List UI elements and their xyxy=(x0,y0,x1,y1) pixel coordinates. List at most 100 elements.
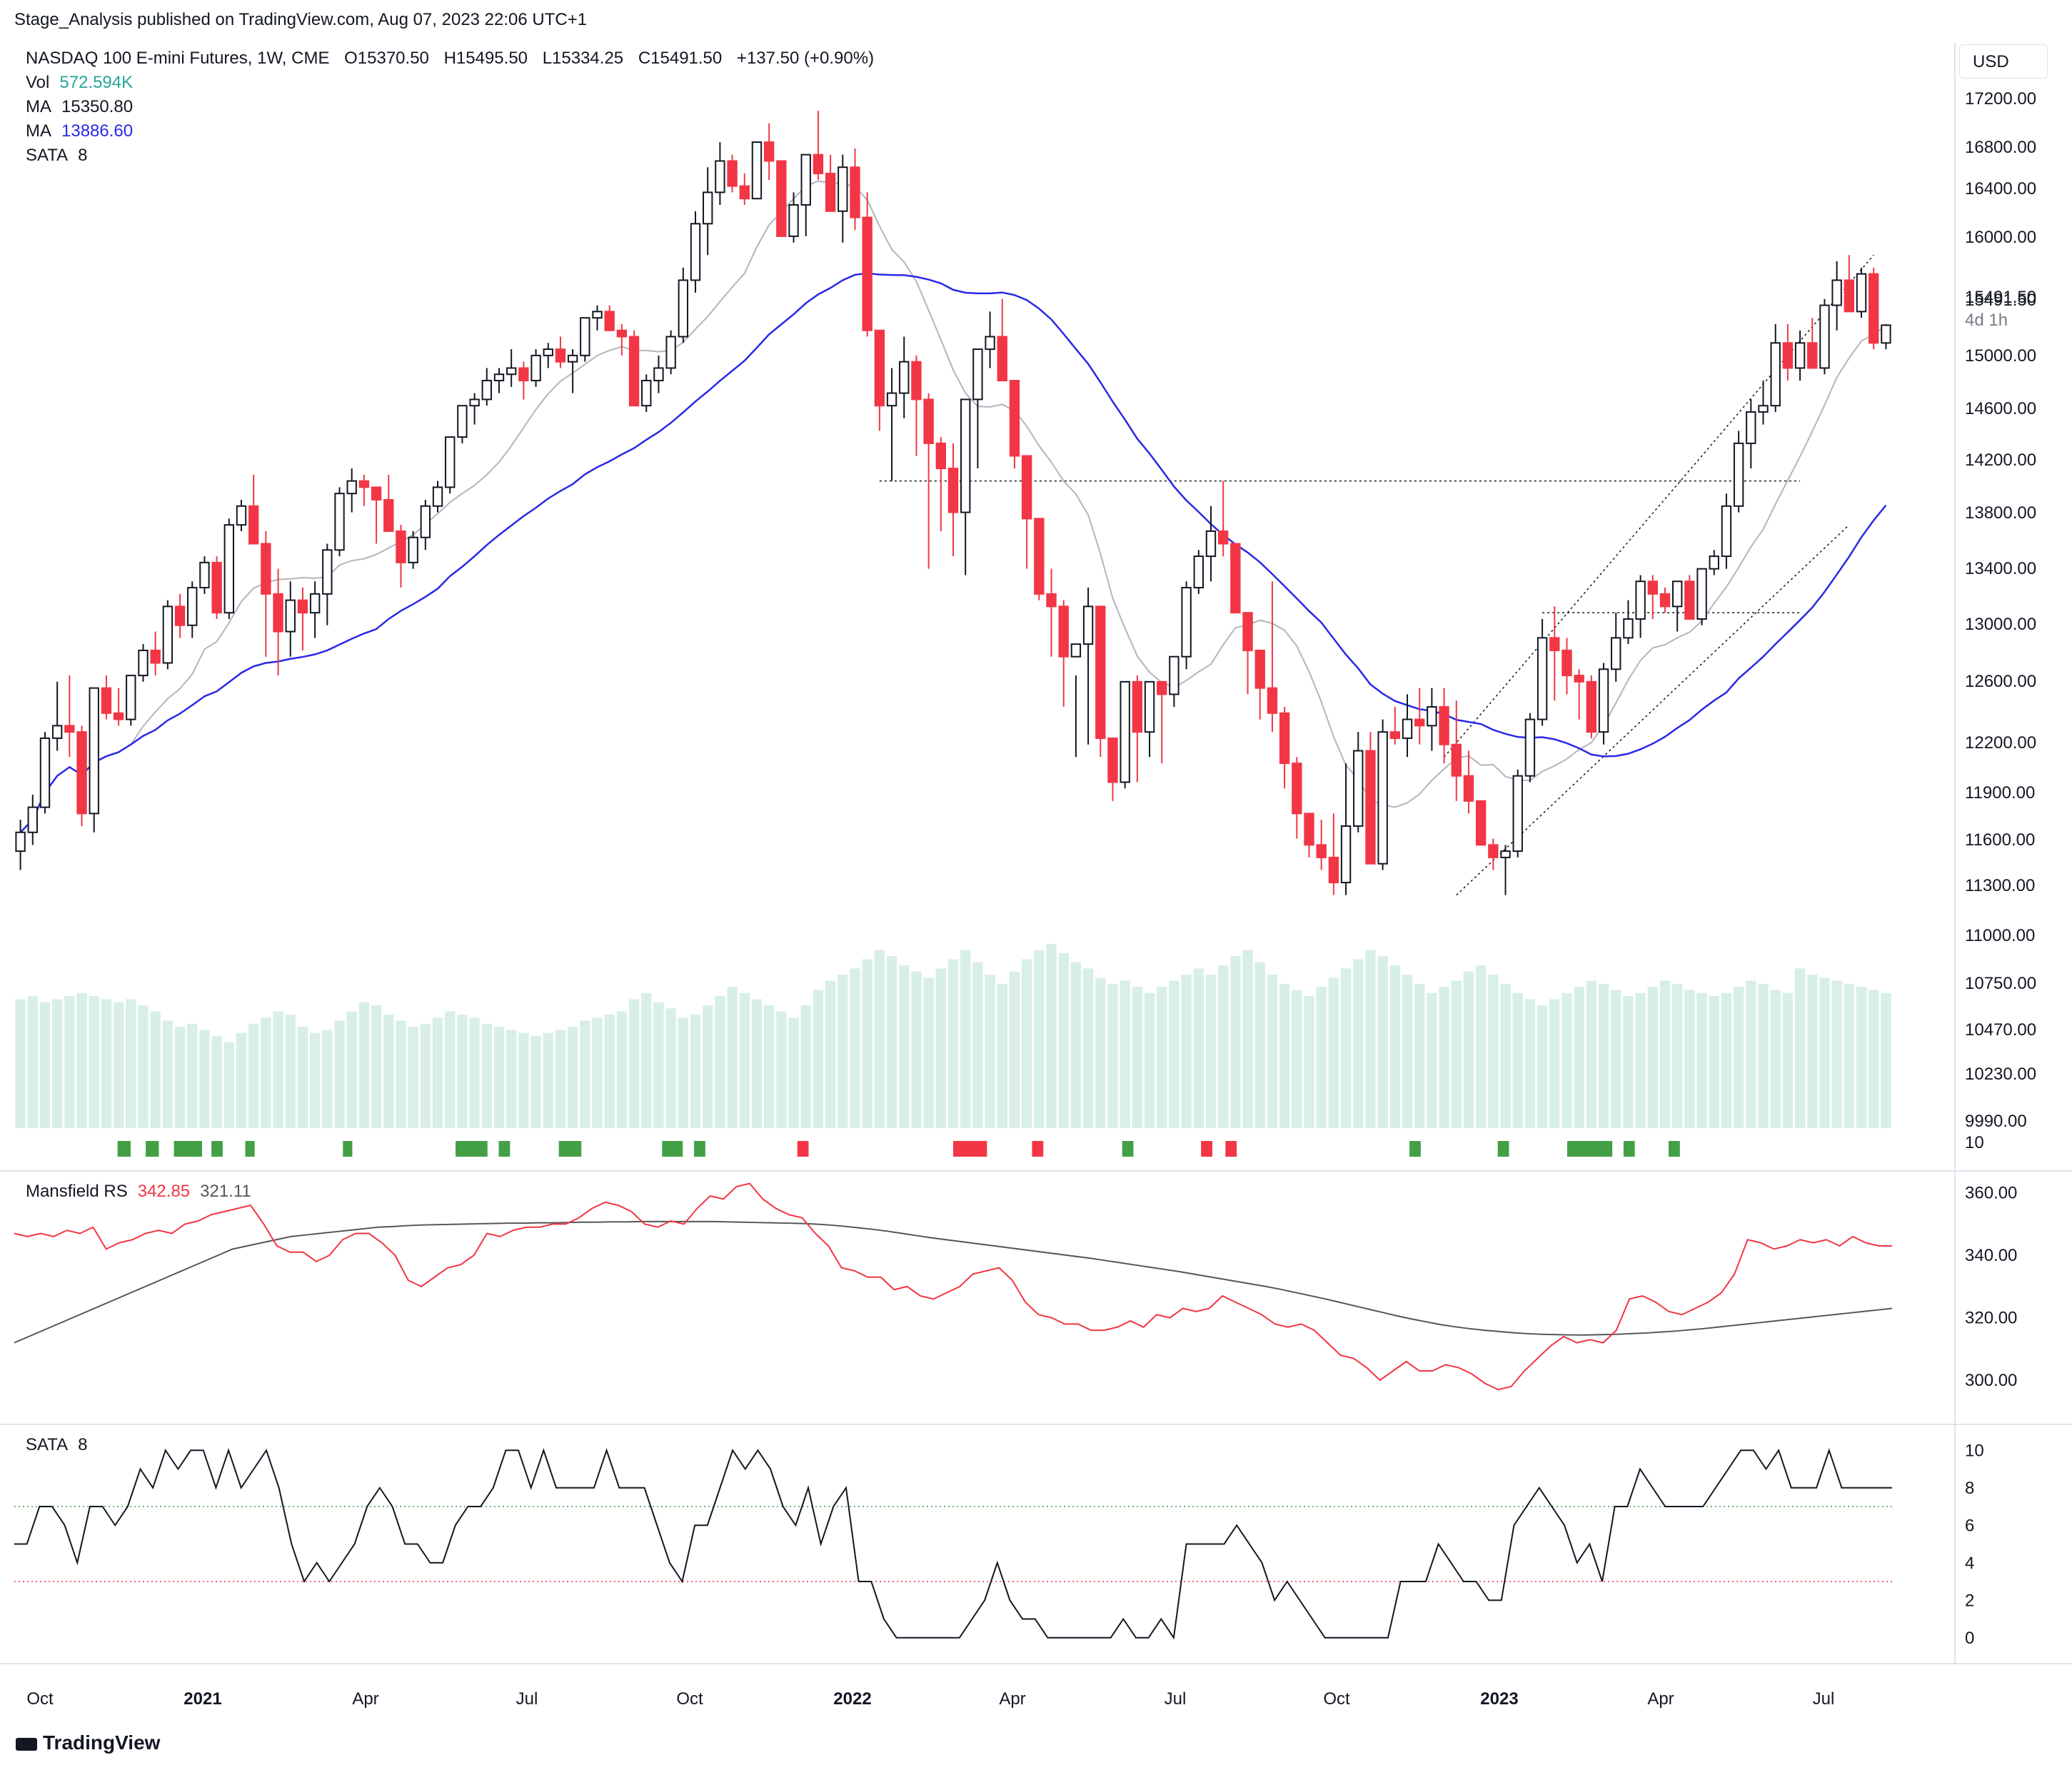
candle-body xyxy=(1733,442,1744,507)
legend-sata[interactable]: SATA 8 xyxy=(26,146,97,166)
candle-body xyxy=(15,831,26,853)
candle xyxy=(506,349,517,387)
candle xyxy=(1819,298,1830,375)
currency-button[interactable]: USD xyxy=(1959,44,2048,79)
candle-body xyxy=(211,561,222,614)
candle xyxy=(1782,323,1794,381)
price-tick-label: 12200.00 xyxy=(1965,733,2036,753)
time-tick-label: Jul xyxy=(1165,1689,1187,1709)
candle xyxy=(580,317,590,362)
volume-bar xyxy=(261,1017,271,1128)
legend-ma-slow-value: 13886.60 xyxy=(61,121,134,141)
candle xyxy=(776,160,787,237)
candle-body xyxy=(223,524,235,614)
candle-body xyxy=(825,173,836,212)
candle xyxy=(15,820,26,870)
candle xyxy=(1598,663,1609,745)
volume-bar xyxy=(665,1008,676,1128)
candle xyxy=(1132,675,1143,783)
volume-bar xyxy=(383,1014,394,1128)
volume-bar xyxy=(457,1014,468,1128)
candle-body xyxy=(776,160,787,237)
time-tick-label: Oct xyxy=(676,1689,703,1709)
candle xyxy=(1157,680,1167,764)
volume-bar xyxy=(506,1030,517,1128)
candle-body xyxy=(1586,680,1597,733)
candle-body xyxy=(997,336,1007,382)
candle-body xyxy=(923,398,934,444)
candle-body xyxy=(420,505,431,538)
brand-label: TradingView xyxy=(43,1731,161,1754)
legend-volume[interactable]: Vol 572.594K xyxy=(26,73,143,93)
sata-legend-label: SATA xyxy=(26,1435,69,1454)
time-tick-label: Oct xyxy=(1323,1689,1350,1709)
volume-bar xyxy=(1709,996,1719,1128)
sata-legend[interactable]: SATA 8 xyxy=(26,1435,97,1455)
candle-body xyxy=(76,731,87,815)
candle-body xyxy=(1659,593,1671,608)
legend-ma-fast[interactable]: MA 15350.80 xyxy=(26,97,143,117)
legend-volume-label: Vol xyxy=(26,73,50,92)
candle xyxy=(1647,575,1658,619)
candle-body xyxy=(1365,750,1376,865)
volume-bar xyxy=(763,1005,775,1128)
candle xyxy=(457,405,468,443)
candle-body xyxy=(174,605,186,626)
volume-bar xyxy=(1377,956,1388,1128)
candle xyxy=(1574,669,1584,720)
volume-bar xyxy=(126,999,136,1128)
volume-bar xyxy=(874,950,885,1128)
candle xyxy=(1205,506,1217,582)
candle-body xyxy=(1439,706,1449,745)
candle-body xyxy=(1254,649,1265,689)
time-tick-label: Apr xyxy=(352,1689,378,1709)
volume-bar xyxy=(1881,992,1891,1128)
price-tick-label: 17200.00 xyxy=(1965,89,2036,109)
volume-bar xyxy=(408,1027,418,1128)
horizontal-levels xyxy=(879,480,1801,613)
candle-body xyxy=(763,141,775,162)
volume-bar xyxy=(727,987,738,1128)
volume-bar xyxy=(493,1027,505,1128)
candle xyxy=(1230,543,1241,614)
volume-bar xyxy=(1475,965,1487,1128)
volume-bar xyxy=(518,1032,529,1128)
candle-body xyxy=(1058,605,1069,658)
candle-body xyxy=(1095,605,1106,739)
candle xyxy=(273,568,283,676)
volume-bar xyxy=(1500,983,1511,1128)
candlestick-series[interactable] xyxy=(15,111,1891,895)
mansfield-legend-label: Mansfield RS xyxy=(26,1182,128,1201)
candle xyxy=(1217,481,1229,557)
volume-bar xyxy=(997,983,1007,1128)
volume-bar xyxy=(985,975,995,1128)
signal-bar xyxy=(173,1141,202,1157)
volume-bar xyxy=(702,1005,713,1128)
volume-bar xyxy=(371,1005,382,1128)
volume-bar xyxy=(15,999,26,1128)
candle-body xyxy=(1107,737,1118,783)
symbol-name: NASDAQ 100 E-mini Futures, 1W, CME xyxy=(26,49,330,68)
candle-body xyxy=(1181,587,1192,658)
signal-bar xyxy=(456,1141,488,1157)
candle xyxy=(960,398,971,575)
price-tick-label: 15491.50 xyxy=(1965,288,2036,307)
tradingview-brand[interactable]: TradingView xyxy=(16,1731,160,1754)
volume-bar xyxy=(273,1011,283,1128)
candle xyxy=(1254,649,1265,720)
candle-body xyxy=(1021,455,1032,520)
signal-bar xyxy=(694,1141,705,1157)
candle-body xyxy=(1463,775,1474,802)
volume-bar xyxy=(89,996,99,1128)
candle-body xyxy=(580,317,590,356)
candle xyxy=(309,581,321,638)
candle xyxy=(1794,330,1806,381)
mansfield-legend[interactable]: Mansfield RS 342.85 321.11 xyxy=(26,1182,261,1202)
publish-line: Stage_Analysis published on TradingView.… xyxy=(14,10,588,29)
candle xyxy=(408,530,418,569)
price-tick-label: 16800.00 xyxy=(1965,138,2036,157)
volume-bar xyxy=(1782,992,1794,1128)
legend-sata-value: 8 xyxy=(78,146,88,165)
candle-body xyxy=(739,185,750,200)
legend-ma-slow[interactable]: MA 13886.60 xyxy=(26,121,143,141)
